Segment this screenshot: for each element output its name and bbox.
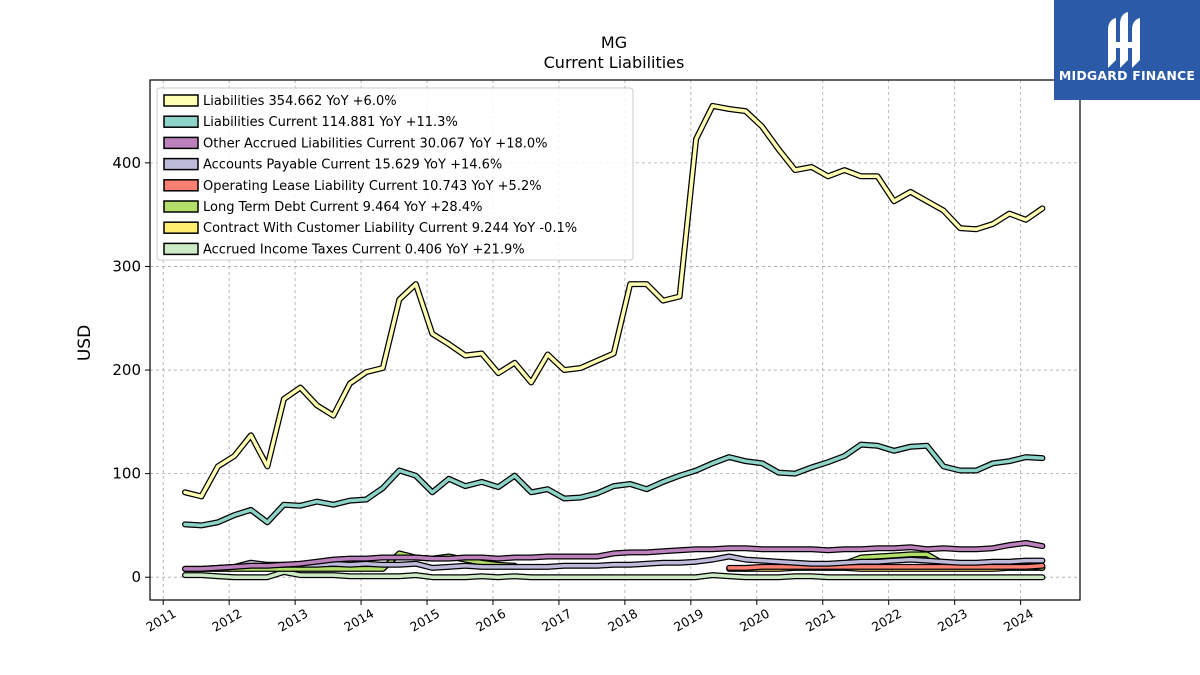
x-tick-label: 2017 (539, 606, 574, 635)
x-tick-label: 2018 (605, 606, 640, 635)
y-tick-label: 0 (131, 568, 141, 586)
chart-title: MG (601, 33, 627, 52)
series-line-3 (182, 553, 1046, 572)
x-tick-label: 2013 (275, 606, 310, 635)
series-line-2 (182, 540, 1046, 572)
series-stroke (183, 554, 1045, 571)
x-tick-label: 2024 (1001, 606, 1036, 635)
chart-subtitle: Current Liabilities (544, 53, 685, 72)
y-tick-label: 200 (112, 361, 141, 379)
x-tick-label: 2022 (869, 606, 904, 635)
legend-label: Long Term Debt Current 9.464 YoY +28.4% (203, 200, 482, 215)
series-stroke (183, 104, 1045, 499)
legend-swatch (163, 157, 199, 171)
legend-swatch (163, 136, 199, 150)
series-stroke (183, 570, 1045, 579)
legend: Liabilities 354.662 YoY +6.0% Liabilities… (156, 87, 634, 261)
legend-label: Other Accrued Liabilities Current 30.067… (203, 136, 548, 151)
legend-swatch (163, 221, 199, 234)
legend-label: Liabilities 354.662 YoY +6.0% (203, 94, 397, 109)
x-tick-label: 2020 (737, 606, 772, 635)
y-tick-label: 100 (112, 465, 141, 483)
series-line-1 (182, 441, 1046, 529)
grid (150, 80, 1080, 600)
legend-label: Accounts Payable Current 15.629 YoY +14.… (203, 158, 502, 173)
x-tick-label: 2023 (935, 606, 970, 635)
legend-label: Liabilities Current 114.881 YoY +11.3% (203, 115, 458, 130)
brand-mark-icon (1108, 12, 1140, 68)
series-stroke (183, 541, 1045, 571)
series-stroke (183, 442, 1045, 528)
x-tick-label: 2014 (341, 606, 376, 635)
x-tick-label: 2021 (803, 606, 838, 635)
x-tick-label: 2011 (143, 606, 178, 635)
series-line-7 (182, 569, 1046, 581)
legend-swatch (163, 179, 199, 192)
series-group (182, 102, 1046, 581)
y-tick-label: 300 (112, 257, 141, 275)
x-tick-label: 2016 (473, 606, 508, 635)
series-stroke (727, 564, 1045, 570)
legend-label: Accrued Income Taxes Current 0.406 YoY +… (203, 242, 525, 257)
legend-box (156, 87, 634, 261)
x-tick-label: 2015 (407, 606, 442, 635)
plot-frame (149, 79, 1081, 601)
x-tick-label: 2012 (209, 606, 244, 635)
x-tick-label: 2019 (671, 606, 706, 635)
legend-swatch (163, 242, 199, 256)
y-axis-label: USD (75, 325, 95, 361)
y-tick-label: 400 (112, 154, 141, 172)
legend-swatch (163, 94, 199, 107)
series-line-0 (182, 102, 1046, 500)
legend-swatch (163, 200, 199, 213)
legend-label: Operating Lease Liability Current 10.743… (203, 179, 542, 194)
legend-label: Contract With Customer Liability Current… (203, 221, 577, 236)
legend-swatch (163, 115, 199, 128)
brand-name: MIDGARD FINANCE (1058, 68, 1196, 83)
series-line-4 (726, 562, 1046, 571)
brand-logo: MIDGARD FINANCE (1054, 0, 1200, 100)
